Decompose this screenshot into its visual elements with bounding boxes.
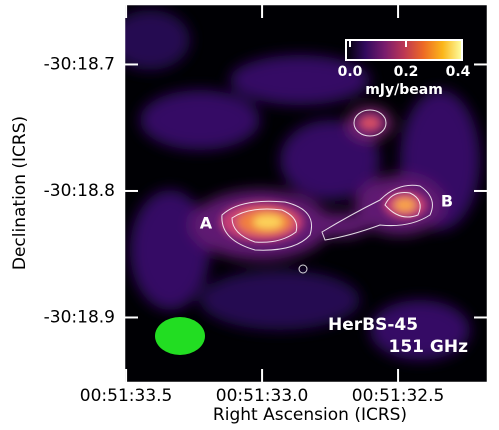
colorbar-label: mJy/beam xyxy=(365,82,443,98)
colorbar xyxy=(345,39,463,61)
beam xyxy=(155,317,205,355)
y-tick-label: -30:18.7 xyxy=(44,54,115,74)
annotation: A xyxy=(200,214,213,233)
colorbar-tick-label: 0.2 xyxy=(394,64,419,80)
annotation: B xyxy=(441,192,453,211)
y-axis-label: Declination (ICRS) xyxy=(10,116,30,270)
colorbar-tick-label: 0.0 xyxy=(338,64,363,80)
x-tick-label: 00:51:33.0 xyxy=(216,386,309,406)
x-tick-label: 00:51:32.5 xyxy=(352,386,445,406)
image xyxy=(125,5,487,382)
colorbar-tick-label: 0.4 xyxy=(446,64,471,80)
y-tick-label: -30:18.9 xyxy=(44,307,115,327)
x-axis-label: Right Ascension (ICRS) xyxy=(213,405,407,425)
title: HerBS-45 xyxy=(328,315,418,335)
plot-frame xyxy=(124,4,488,383)
subtitle: 151 GHz xyxy=(389,337,469,357)
y-tick-label: -30:18.8 xyxy=(44,181,115,201)
x-tick-label: 00:51:33.5 xyxy=(80,386,173,406)
